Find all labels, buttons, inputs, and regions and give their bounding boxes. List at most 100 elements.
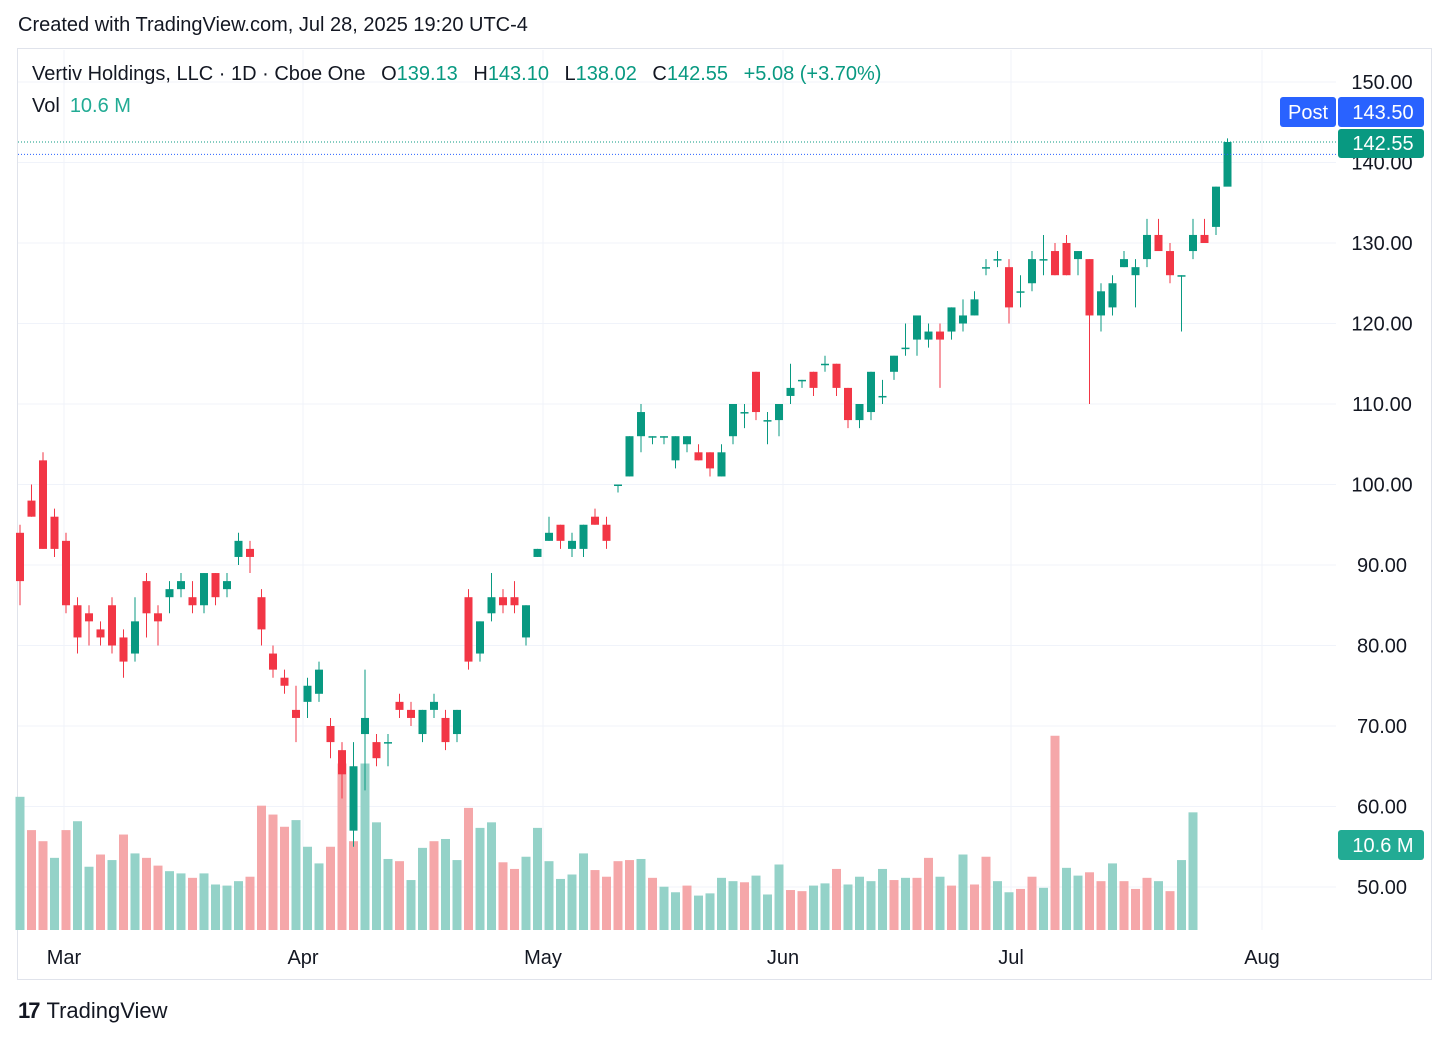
candle-body (1005, 267, 1013, 308)
candle-body (234, 540, 243, 557)
brand-name: TradingView (46, 998, 168, 1023)
y-tick-label: 90.00 (1357, 555, 1407, 577)
volume-bar (889, 880, 899, 930)
volume-bar (843, 884, 853, 930)
candle-body (453, 709, 461, 735)
volume-bar (797, 891, 807, 930)
candle-body (269, 653, 277, 670)
candle-body (1062, 243, 1071, 276)
candle-body (1166, 251, 1174, 276)
volume-bar (475, 827, 485, 930)
candle-body (418, 709, 427, 735)
candle-body (625, 436, 634, 477)
candle-body (1131, 267, 1140, 276)
candle-body (947, 307, 956, 332)
y-tick-label: 60.00 (1357, 797, 1407, 819)
volume-bar (73, 821, 82, 930)
candle-body (407, 709, 415, 718)
volume-bar (671, 892, 680, 930)
volume-bar (636, 858, 646, 930)
candle-body (959, 315, 967, 324)
volume-bar (866, 881, 876, 930)
volume-bar (38, 841, 48, 930)
volume-bar (1188, 812, 1198, 930)
candle-body (119, 637, 128, 662)
volume-bar (1165, 891, 1175, 930)
candle-body (16, 532, 24, 582)
volume-bar (498, 862, 508, 930)
y-tick-label: 120.00 (1351, 314, 1412, 336)
volume-bar (613, 861, 623, 930)
volume-bar (705, 893, 715, 930)
volume-bar (567, 874, 577, 930)
candle-body (1108, 283, 1117, 308)
volume-bar (61, 830, 71, 930)
candle-body (246, 548, 254, 557)
candle-body (878, 395, 887, 398)
candle-body (867, 371, 875, 413)
volume-bar (176, 873, 186, 930)
candle-body (1177, 275, 1186, 277)
candle-body (752, 371, 760, 413)
candle-body (522, 605, 530, 638)
candle-body (142, 581, 151, 614)
candle-body (855, 404, 864, 421)
candle-body (579, 524, 588, 549)
volume-bar (774, 864, 784, 930)
candle-body (614, 484, 622, 486)
price-axis: 50.00 60.00 70.00 80.00 90.00 100.00 110.00 120… (1351, 72, 1412, 899)
candle-body (1200, 234, 1209, 243)
footer-brand[interactable]: 17 TradingView (18, 998, 168, 1024)
candle-body (1051, 251, 1059, 276)
candle-body (464, 597, 473, 662)
candle-body (499, 597, 507, 606)
volume-bar (15, 796, 25, 930)
volume-bar (659, 886, 669, 930)
close-label: C (652, 63, 667, 85)
chart-caption: Created with TradingView.com, Jul 28, 20… (18, 14, 528, 36)
candle-body (556, 524, 565, 541)
candle-body (809, 371, 818, 388)
volume-bar (947, 885, 956, 930)
volume-bar (970, 884, 979, 930)
volume-bars (15, 735, 1198, 930)
candle-body (648, 436, 657, 438)
volume-bar (153, 865, 163, 930)
volume-bar (211, 884, 220, 930)
candle-body (73, 605, 82, 638)
open-label: O (381, 63, 397, 85)
volume-bar (602, 876, 611, 930)
volume-bar (1039, 887, 1048, 930)
y-tick-label: 130.00 (1351, 233, 1412, 255)
x-tick-label: Aug (1244, 947, 1280, 969)
volume-bar (590, 870, 600, 930)
candle-body (154, 613, 162, 622)
candle-body (890, 355, 898, 372)
volume-bar (1004, 892, 1014, 930)
x-tick-label: Apr (287, 947, 318, 969)
volume-bar (556, 878, 565, 930)
volume-bar (832, 868, 841, 930)
volume-value: 10.6 M (69, 95, 131, 117)
candle-body (671, 436, 680, 461)
candle-body (349, 766, 358, 831)
volume-bar (1108, 863, 1117, 930)
grid-lines (18, 50, 1336, 930)
x-tick-label: Jun (767, 947, 799, 969)
candle-body (706, 452, 714, 469)
volume-bar (360, 763, 370, 930)
candle-body (1028, 259, 1036, 284)
volume-bar (981, 856, 991, 930)
volume-bar (694, 895, 703, 930)
volume-bar (337, 763, 347, 930)
volume-bar (165, 871, 174, 930)
volume-bar (1016, 888, 1025, 930)
volume-bar (464, 807, 473, 930)
volume-bar (441, 838, 450, 930)
candle-body (27, 500, 36, 517)
volume-badge-value: 10.6 M (1352, 835, 1413, 857)
candle-body (694, 452, 703, 461)
volume-bar (429, 841, 439, 930)
volume-bar (855, 876, 864, 930)
